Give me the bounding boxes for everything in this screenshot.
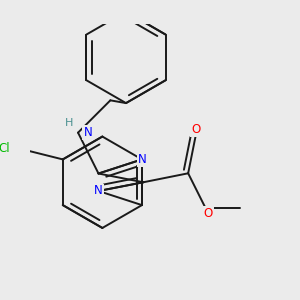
- Text: O: O: [191, 123, 200, 136]
- Text: N: N: [138, 153, 146, 166]
- Text: N: N: [83, 126, 92, 139]
- Text: Cl: Cl: [0, 142, 11, 155]
- Text: O: O: [204, 207, 213, 220]
- Text: N: N: [94, 184, 103, 197]
- Text: H: H: [65, 118, 74, 128]
